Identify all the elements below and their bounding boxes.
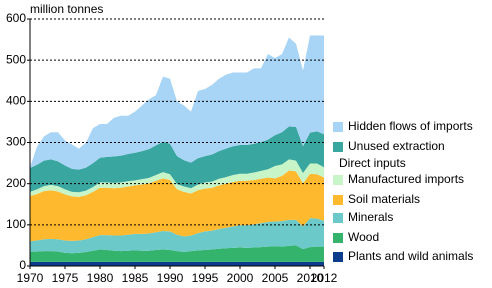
area	[30, 170, 324, 242]
legend-swatch	[333, 142, 343, 152]
x-tick-label: 2005	[262, 271, 289, 285]
y-axis-label: million tonnes	[30, 2, 103, 16]
area	[30, 159, 324, 197]
legend-label: Plants and wild animals	[348, 249, 473, 263]
legend-label: Minerals	[348, 210, 393, 224]
y-tick-label: 100	[6, 217, 26, 231]
x-tick-label: 1975	[52, 271, 79, 285]
area	[30, 35, 324, 170]
legend-swatch	[333, 195, 343, 205]
x-tick-label: 2000	[227, 271, 254, 285]
area	[30, 126, 324, 193]
y-tick-label: 400	[6, 94, 26, 108]
x-tick-label: 2010	[297, 271, 324, 285]
y-tick-label: 600	[6, 11, 26, 25]
x-tick-label: 2012	[311, 271, 338, 285]
x-tick-label: 1970	[17, 271, 44, 285]
legend-swatch	[333, 252, 343, 262]
area	[30, 261, 324, 266]
y-tick-label: 200	[6, 176, 26, 190]
legend-label: Soil materials	[348, 192, 420, 206]
legend-label: Unused extraction	[348, 139, 445, 153]
legend-label: Hidden flows of imports	[348, 119, 473, 133]
y-tick-label: 0	[19, 258, 26, 272]
y-tick-label: 300	[6, 135, 26, 149]
legend-swatch	[333, 213, 343, 223]
area	[30, 218, 324, 254]
x-tick-label: 1990	[157, 271, 184, 285]
legend-heading: Direct inputs	[339, 156, 406, 170]
legend-swatch	[333, 122, 343, 132]
x-tick-label: 1985	[122, 271, 149, 285]
area	[30, 245, 324, 262]
y-tick-label: 500	[6, 52, 26, 66]
legend-label: Manufactured imports	[348, 172, 464, 186]
x-tick-label: 1995	[192, 271, 219, 285]
legend-label: Wood	[348, 230, 379, 244]
legend-swatch	[333, 175, 343, 185]
legend-swatch	[333, 233, 343, 243]
x-tick-label: 1980	[87, 271, 114, 285]
